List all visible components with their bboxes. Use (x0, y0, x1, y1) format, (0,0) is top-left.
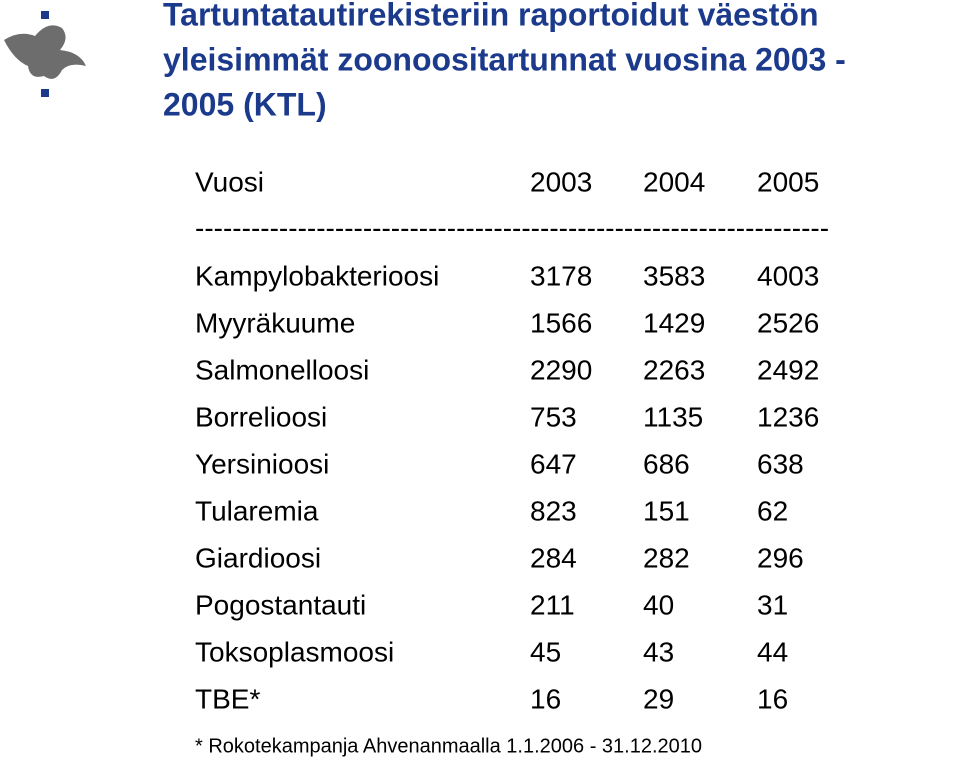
value-cell: 2263 (643, 354, 705, 385)
value-cell: 3178 (530, 260, 592, 291)
title-line: 2005 (KTL) (163, 86, 327, 122)
table: Vuosi 2003 2004 2005 Kampylobakterioosi 3178 3… (195, 166, 819, 714)
row-label: Borrelioosi (195, 401, 327, 432)
row-label: Tularemia (195, 495, 319, 526)
value-cell: 1135 (643, 401, 703, 432)
row-label: Myyräkuume (195, 307, 355, 338)
value-cell: 16 (757, 683, 788, 714)
value-cell: 4003 (757, 260, 819, 291)
header-cell: 2003 (530, 166, 592, 197)
header-cell: 2005 (757, 166, 819, 197)
value-cell: 29 (643, 683, 674, 714)
row-label: Yersinioosi (195, 448, 329, 479)
value-cell: 686 (643, 448, 690, 479)
value-cell: 211 (530, 589, 575, 620)
row-label: Salmonelloosi (195, 354, 369, 385)
value-cell: 43 (643, 636, 674, 667)
row-label: Kampylobakterioosi (195, 260, 439, 291)
value-cell: 1566 (530, 307, 592, 338)
value-cell: 2526 (757, 307, 819, 338)
value-cell: 284 (530, 542, 577, 573)
footnote: * Rokotekampanja Ahvenanmaalla 1.1.2006 … (195, 735, 702, 757)
value-cell: 823 (530, 495, 577, 526)
value-cell: 647 (530, 448, 577, 479)
value-cell: 282 (643, 542, 690, 573)
value-cell: 44 (757, 636, 788, 667)
value-cell: 638 (757, 448, 804, 479)
separator: ----------------------------------------… (195, 212, 829, 243)
title-line: Tartuntatautirekisteriin raportoidut väe… (163, 0, 819, 32)
value-cell: 2290 (530, 354, 592, 385)
title-line: yleisimmät zoonoositartunnat vuosina 200… (163, 41, 846, 77)
value-cell: 151 (643, 495, 690, 526)
value-cell: 753 (530, 401, 577, 432)
row-label: TBE* (195, 683, 260, 714)
value-cell: 31 (757, 589, 788, 620)
value-cell: 2492 (757, 354, 819, 385)
row-label: Giardioosi (195, 542, 321, 573)
value-cell: 1429 (643, 307, 705, 338)
row-label: Toksoplasmoosi (195, 636, 394, 667)
value-cell: 45 (530, 636, 561, 667)
value-cell: 16 (530, 683, 561, 714)
logo (4, 11, 86, 97)
header-cell: 2004 (643, 166, 705, 197)
value-cell: 3583 (643, 260, 705, 291)
value-cell: 1236 (757, 401, 819, 432)
header-cell: Vuosi (195, 166, 264, 197)
value-cell: 40 (643, 589, 674, 620)
row-label: Pogostantauti (195, 589, 366, 620)
value-cell: 62 (757, 495, 788, 526)
value-cell: 296 (757, 542, 804, 573)
